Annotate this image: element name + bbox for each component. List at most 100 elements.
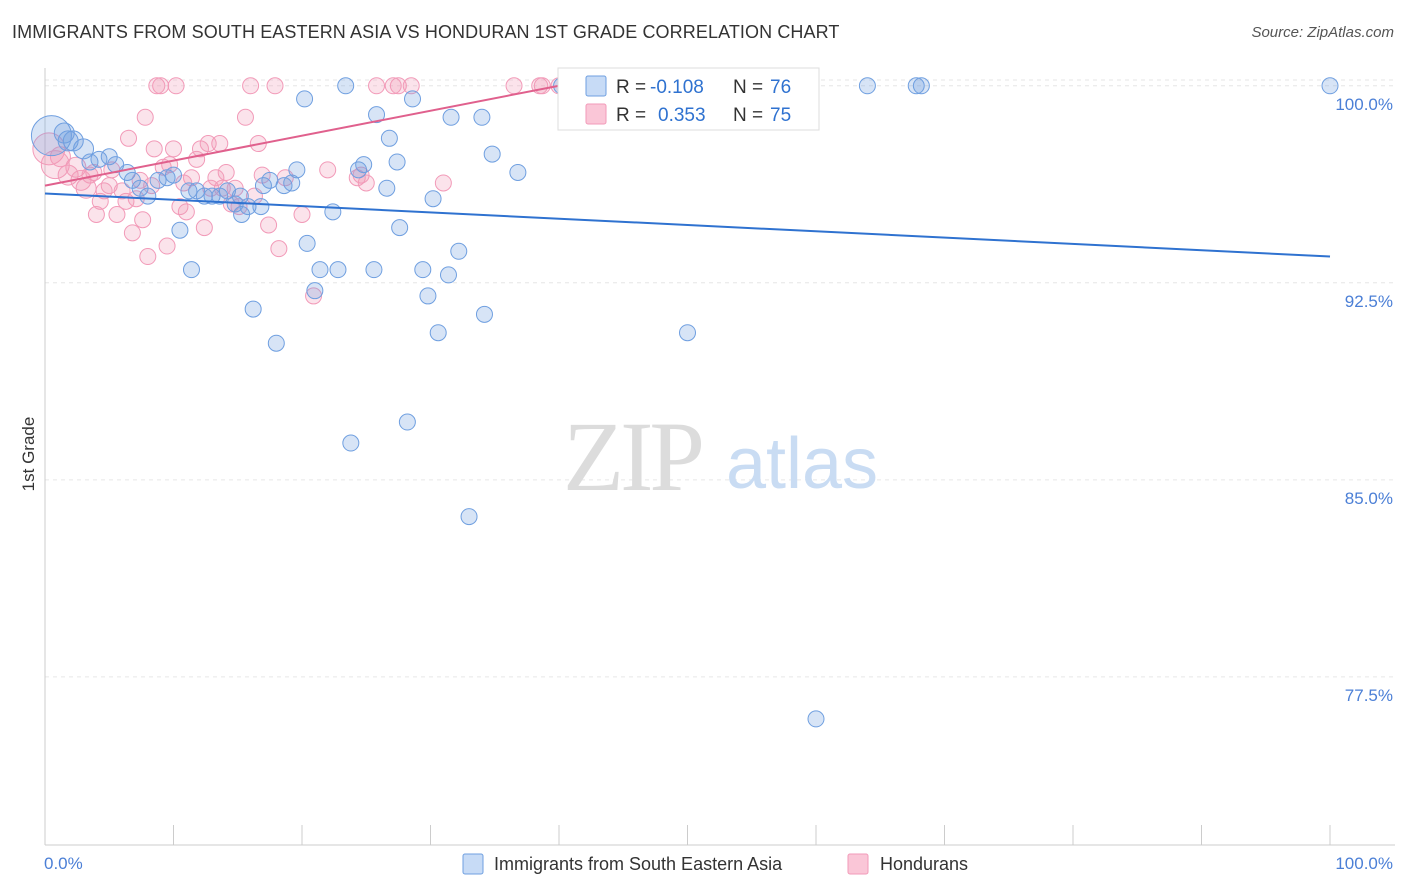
pink-point xyxy=(40,150,70,180)
pink-point xyxy=(402,77,420,95)
blue-point xyxy=(324,203,342,221)
blue-point xyxy=(350,161,368,179)
blue-point xyxy=(404,90,422,108)
blue-point xyxy=(355,156,373,174)
series-legend: Immigrants from South Eastern Asia Hondu… xyxy=(462,853,968,875)
blue-point xyxy=(30,115,72,157)
blue-point xyxy=(218,182,236,200)
blue-point xyxy=(1321,77,1339,95)
stats-legend: R = -0.108 N = 76 R = 0.353 N = 75 xyxy=(557,67,820,131)
blue-point xyxy=(414,261,432,279)
blue-point xyxy=(439,266,457,284)
pink-point xyxy=(113,182,131,200)
pink-point xyxy=(357,174,375,192)
blue-point xyxy=(329,261,347,279)
stats-pink-r-value: 0.353 xyxy=(658,105,706,126)
y-tick-label: 85.0% xyxy=(1345,489,1393,508)
blue-point xyxy=(858,77,876,95)
blue-point xyxy=(419,287,437,305)
pink-point xyxy=(182,169,200,187)
blue-point xyxy=(171,221,189,239)
blue-point xyxy=(912,77,930,95)
stats-blue-r-label: R = xyxy=(616,77,646,98)
blue-point xyxy=(907,77,925,95)
pink-point xyxy=(158,237,176,255)
blue-point xyxy=(475,305,493,323)
blue-point xyxy=(306,282,324,300)
blue-point xyxy=(460,508,478,526)
blue-point xyxy=(90,150,108,168)
pink-point xyxy=(87,205,105,223)
pink-point xyxy=(207,169,225,187)
blue-point xyxy=(342,434,360,452)
pink-point xyxy=(199,135,217,153)
pink-point xyxy=(108,205,126,223)
pink-point xyxy=(195,219,213,237)
pink-point xyxy=(152,77,170,95)
chart-title: IMMIGRANTS FROM SOUTH EASTERN ASIA VS HO… xyxy=(12,22,840,42)
blue-point xyxy=(365,261,383,279)
pink-trend-line xyxy=(44,84,560,187)
blue-point xyxy=(368,106,386,124)
pink-point xyxy=(305,287,323,305)
legend-blue-swatch xyxy=(462,853,484,875)
watermark-atlas: atlas xyxy=(726,424,878,504)
pink-point xyxy=(217,163,235,181)
pink-point xyxy=(136,108,154,126)
pink-point xyxy=(211,135,229,153)
blue-point xyxy=(244,300,262,318)
stats-pink-r-label: R = xyxy=(616,105,646,126)
blue-point xyxy=(283,174,301,192)
x-tick-label-max: 100.0% xyxy=(1335,854,1393,873)
pink-point xyxy=(293,205,311,223)
pink-point xyxy=(167,77,185,95)
pink-point xyxy=(505,77,523,95)
pink-point xyxy=(177,203,195,221)
stats-blue-n-label: N = xyxy=(733,77,763,98)
blue-point xyxy=(483,145,501,163)
blue-point xyxy=(337,77,355,95)
blue-trend-line xyxy=(44,192,1331,258)
pink-point xyxy=(368,77,386,95)
pink-point xyxy=(145,140,163,158)
x-tick-label-min: 0.0% xyxy=(44,854,83,873)
blue-point xyxy=(139,187,157,205)
blue-point xyxy=(679,324,696,342)
pink-point xyxy=(95,182,113,200)
blue-point xyxy=(388,153,406,171)
pink-point xyxy=(123,224,141,242)
blue-point xyxy=(424,190,442,208)
y-tick-label: 77.5% xyxy=(1345,686,1393,705)
blue-point xyxy=(288,161,306,179)
legend-pink-label: Hondurans xyxy=(880,854,968,874)
y-axis-label: 1st Grade xyxy=(19,417,38,492)
stats-pink-swatch xyxy=(585,103,607,125)
pink-point xyxy=(242,77,260,95)
stats-blue-n-value: 76 xyxy=(770,77,791,98)
pink-point xyxy=(32,132,66,166)
blue-point xyxy=(378,179,396,197)
blue-point xyxy=(450,242,468,260)
blue-point xyxy=(267,334,285,352)
stats-blue-swatch xyxy=(585,75,607,97)
watermark: ZIP atlas xyxy=(563,401,878,512)
blue-point xyxy=(442,108,460,126)
blue-point xyxy=(296,90,314,108)
pink-point xyxy=(134,211,152,229)
pink-point xyxy=(139,248,157,266)
blue-point xyxy=(509,163,527,181)
pink-point xyxy=(120,129,138,147)
stats-pink-n-label: N = xyxy=(733,105,763,126)
pink-point xyxy=(236,108,254,126)
stats-pink-n-value: 75 xyxy=(770,105,791,126)
blue-point xyxy=(311,261,329,279)
blue-point xyxy=(429,324,447,342)
pink-point xyxy=(319,161,337,179)
blue-point xyxy=(473,108,491,126)
pink-point xyxy=(266,77,284,95)
y-tick-label: 92.5% xyxy=(1345,292,1393,311)
pink-point xyxy=(65,156,87,178)
watermark-zip: ZIP xyxy=(563,401,701,512)
source-label: Source: ZipAtlas.com xyxy=(1251,24,1394,41)
